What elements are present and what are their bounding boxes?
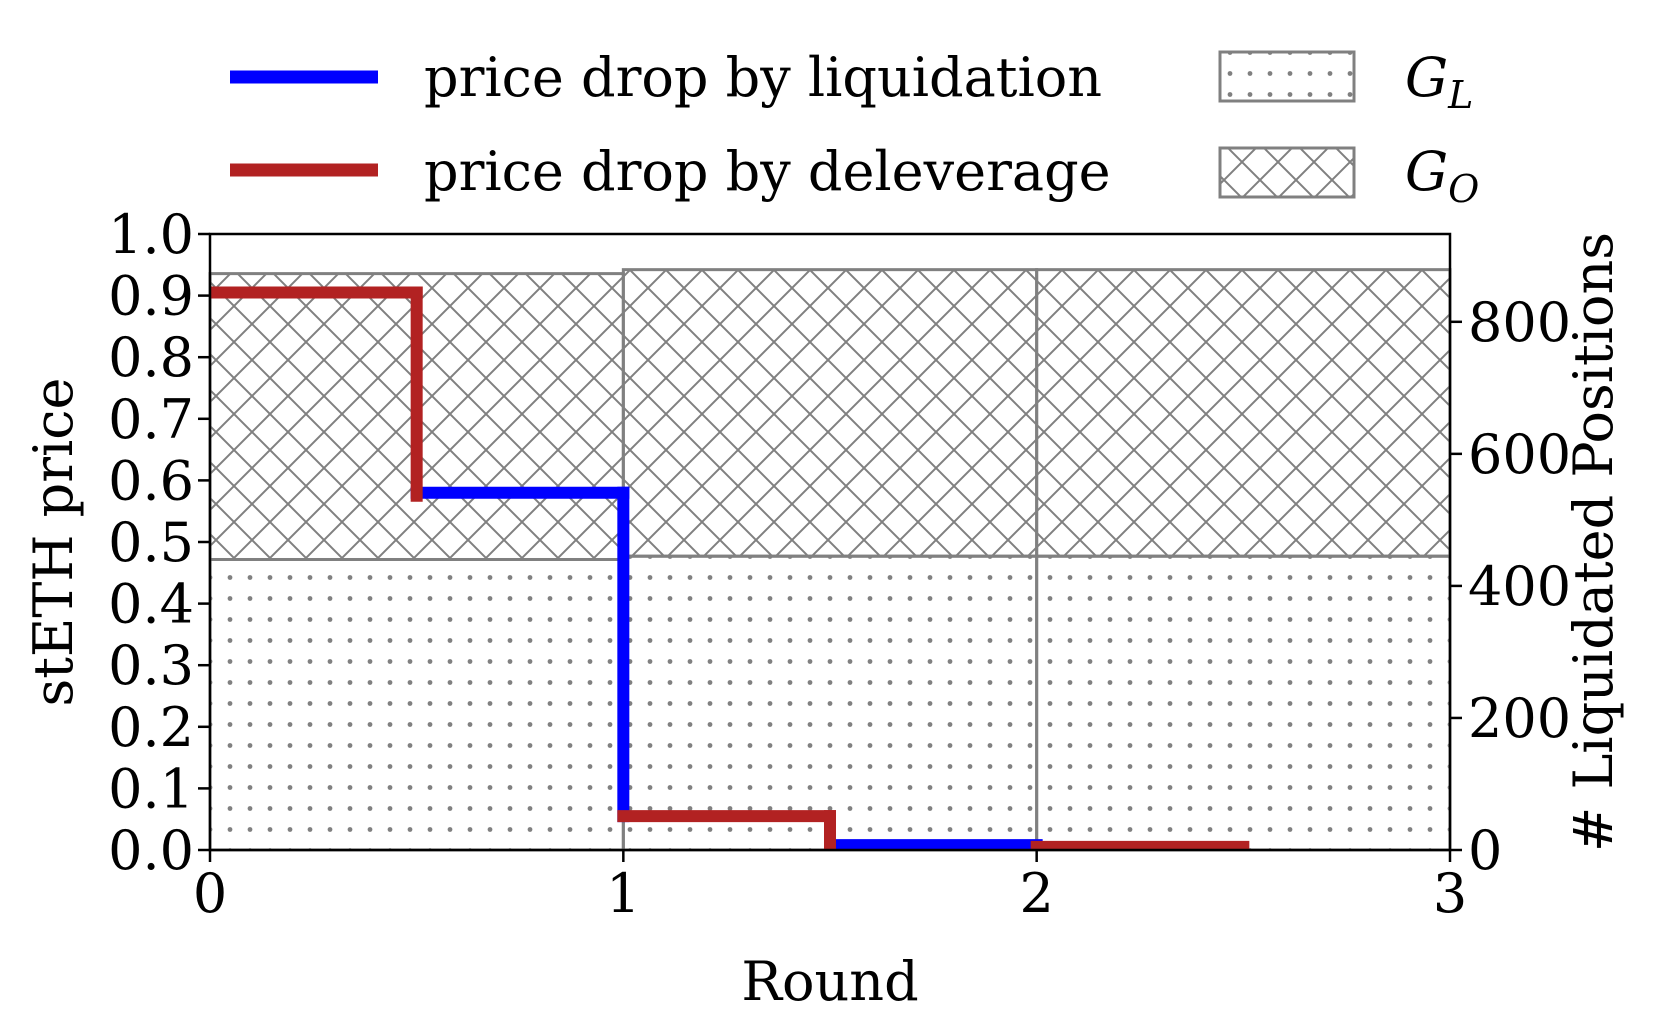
legend-label-gl-main: G [1405, 46, 1448, 109]
bar-gl-round-0 [208, 557, 625, 852]
legend-label-go: GO [1405, 140, 1479, 211]
legend-label-liquidation: price drop by liquidation [424, 46, 1102, 109]
x-tick-label-2: 2 [1019, 862, 1053, 925]
y-left-tick-label-7: 0.7 [108, 388, 194, 451]
y-left-tick-label-5: 0.5 [108, 511, 194, 574]
y-ticks-right: 0 200 400 600 800 [1450, 291, 1571, 882]
legend-swatch-gl [1218, 50, 1356, 103]
y-left-tick-label-9: 0.9 [108, 265, 194, 328]
bar-gl-round-2 [1035, 554, 1452, 852]
y-left-tick-label-8: 0.8 [108, 326, 194, 389]
y-left-tick-label-0: 0.0 [108, 819, 194, 882]
x-axis-label: Round [741, 950, 918, 1013]
x-tick-label-1: 1 [606, 862, 640, 925]
legend-label-deleverage: price drop by deleverage [424, 140, 1111, 203]
bar-go-round-2 [1035, 268, 1452, 558]
legend-label-gl: GL [1405, 46, 1473, 117]
legend-swatch-go [1218, 146, 1356, 199]
bar-gl-round-1 [621, 554, 1039, 852]
y-axis-label-left: stETH price [22, 378, 85, 707]
bars-layer [208, 268, 1452, 852]
y-left-tick-label-6: 0.6 [108, 449, 194, 512]
y-left-tick-label-2: 0.2 [108, 696, 194, 759]
lines-layer [210, 286, 1250, 850]
y-left-tick-label-10: 1.0 [108, 203, 194, 266]
y-left-tick-label-1: 0.1 [108, 757, 194, 820]
y-right-tick-label-2: 400 [1468, 555, 1571, 618]
y-left-tick-label-3: 0.3 [108, 634, 194, 697]
x-tick-label-3: 3 [1433, 862, 1467, 925]
x-tick-label-0: 0 [193, 862, 227, 925]
y-ticks-left: 0.00.10.20.30.40.50.60.70.80.91.0 [108, 203, 210, 882]
y-right-tick-label-0: 0 [1468, 819, 1502, 882]
y-left-tick-label-4: 0.4 [108, 573, 194, 636]
legend-label-go-sub: O [1448, 167, 1479, 211]
y-right-tick-label-1: 200 [1468, 687, 1571, 750]
x-ticks: 0 1 2 3 [193, 850, 1467, 925]
legend-label-go-main: G [1405, 140, 1448, 203]
y-right-tick-label-3: 600 [1468, 423, 1571, 486]
legend-label-gl-sub: L [1447, 73, 1473, 117]
bar-go-round-1 [621, 268, 1039, 558]
y-axis-label-right: # Liquidated Positions [1562, 232, 1625, 852]
y-right-tick-label-4: 800 [1468, 291, 1571, 354]
legend: price drop by liquidation price drop by … [230, 46, 1479, 211]
